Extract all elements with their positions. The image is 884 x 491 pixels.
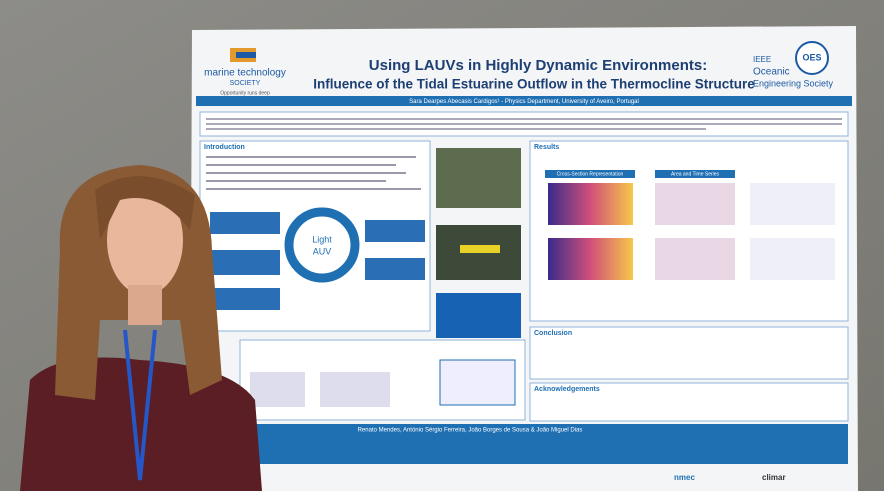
map-photo xyxy=(436,148,521,208)
logo-text: Engineering Society xyxy=(753,78,834,88)
logo-sub: SOCIETY xyxy=(230,80,261,87)
logo-name: marine technology xyxy=(204,68,286,79)
author-bar xyxy=(196,96,852,106)
profile-plot xyxy=(750,238,835,280)
profile-plot xyxy=(655,238,735,280)
footer-logo: climar xyxy=(762,473,786,482)
logo-tagline: Opportunity runs deep xyxy=(220,90,270,96)
presenter: Sara Dearpes Abecasis Cardigos¹ - Physic… xyxy=(409,99,639,105)
left-logo: marine technology SOCIETY Opportunity ru… xyxy=(204,48,286,96)
title-line: Influence of the Tidal Estuarine Outflow… xyxy=(313,77,755,92)
panel-header xyxy=(545,170,635,178)
abstract-lines xyxy=(206,118,842,130)
person xyxy=(20,165,262,491)
plot xyxy=(320,372,390,407)
table xyxy=(439,359,516,406)
right-logo: OES IEEE Oceanic Engineering Society xyxy=(753,41,834,88)
section-heading: Introduction xyxy=(204,144,245,151)
diagram xyxy=(436,293,521,338)
profile-plot xyxy=(750,183,835,225)
footer-logo: nmec xyxy=(674,473,695,482)
footer-band xyxy=(196,424,848,464)
heatmap xyxy=(548,183,633,225)
ack-box xyxy=(529,382,849,422)
center-label: AUV xyxy=(313,246,332,256)
panel-title: Cross-Section Representation xyxy=(557,171,624,177)
authors: Renato Mendes, António Sérgio Ferreira, … xyxy=(358,428,583,434)
title-line: Using LAUVs in Highly Dynamic Environmen… xyxy=(369,57,707,74)
center-label: Light xyxy=(312,234,332,244)
section-heading: Conclusion xyxy=(534,330,572,337)
logo-text: Oceanic xyxy=(753,67,790,78)
section-heading: Results xyxy=(534,144,559,151)
logo-badge: OES xyxy=(802,52,821,62)
section-heading: Acknowledgements xyxy=(534,386,600,393)
intro-lines xyxy=(206,156,421,190)
intro-boxes xyxy=(210,212,425,310)
heatmap xyxy=(548,238,633,280)
plot xyxy=(250,372,305,407)
logo-text: IEEE xyxy=(753,55,771,64)
panel-header xyxy=(655,170,735,178)
vehicle xyxy=(460,245,500,253)
conclusion-box xyxy=(529,326,849,380)
footer xyxy=(196,466,848,491)
profile-plot xyxy=(655,183,735,225)
panel-title: Area and Time Series xyxy=(671,171,720,177)
results-box xyxy=(529,140,849,322)
center-ring xyxy=(284,207,360,283)
